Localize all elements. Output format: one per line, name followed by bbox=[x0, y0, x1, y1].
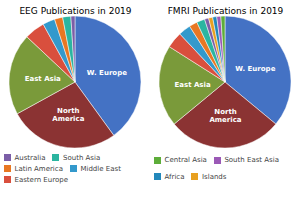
svg-text:FMRI Publications in 2019: FMRI Publications in 2019 bbox=[168, 6, 284, 16]
svg-text:EEG Publications in 2019: EEG Publications in 2019 bbox=[19, 6, 131, 16]
html-text:Middle East: Middle East bbox=[80, 164, 121, 173]
html-text:Africa: Africa bbox=[164, 172, 185, 181]
svg-text:W. Europe: W. Europe bbox=[87, 69, 127, 77]
svg-text:W. Europe: W. Europe bbox=[235, 65, 275, 73]
svg-text:NorthAmerica: NorthAmerica bbox=[52, 107, 84, 123]
svg-text:NorthAmerica: NorthAmerica bbox=[209, 108, 241, 124]
html-text:Latin America: Latin America bbox=[14, 164, 63, 173]
html-text:Australia: Australia bbox=[14, 153, 46, 162]
html-text:Eastern Europe: Eastern Europe bbox=[14, 175, 68, 184]
html-text:South Asia: South Asia bbox=[63, 153, 101, 162]
html-text:Central Asia: Central Asia bbox=[164, 156, 207, 165]
html-text:South East Asia: South East Asia bbox=[224, 156, 279, 165]
html-text:Islands: Islands bbox=[202, 172, 227, 181]
svg-text:East Asia: East Asia bbox=[174, 81, 210, 89]
svg-text:East Asia: East Asia bbox=[25, 75, 61, 83]
